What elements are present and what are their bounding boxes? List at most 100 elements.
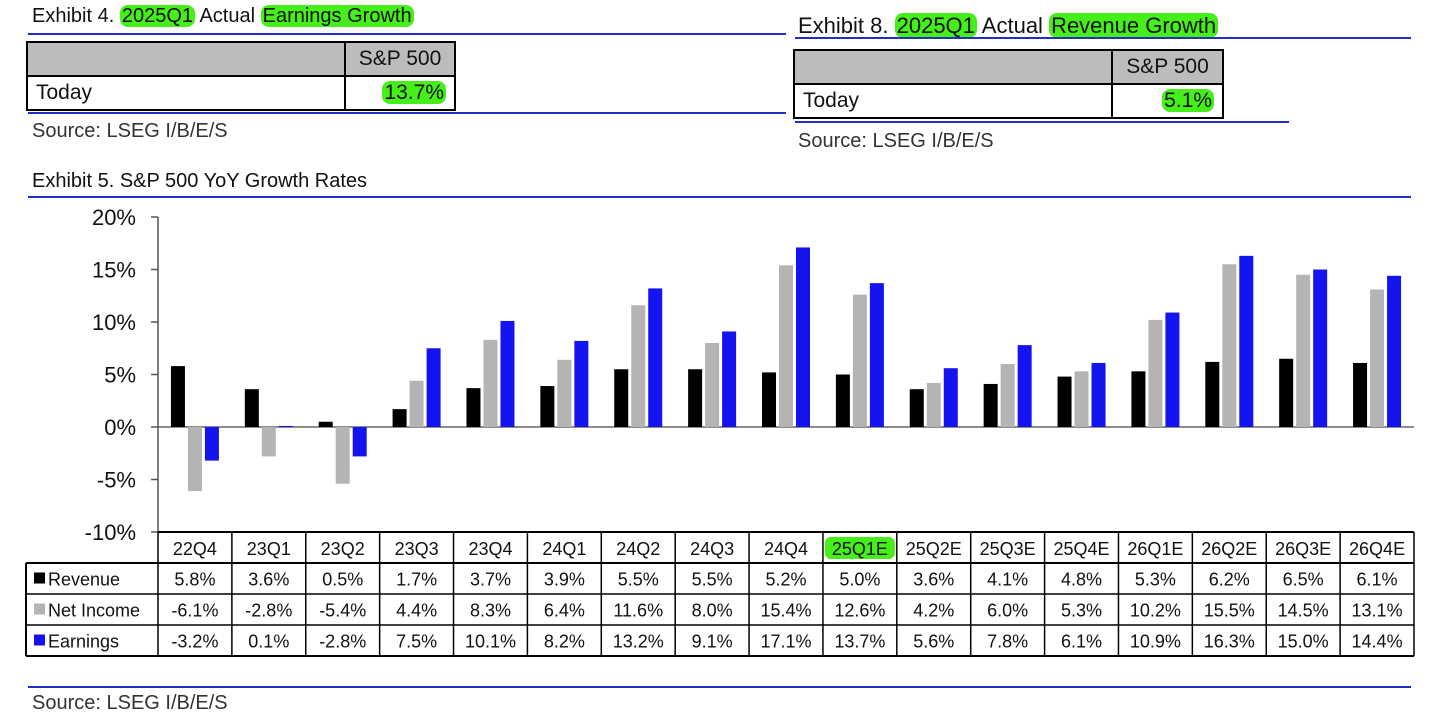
exhibit8-title-prefix: Exhibit 8. (798, 13, 895, 38)
category-label: 22Q4 (173, 539, 217, 559)
bar-earnings-26q2e (1239, 255, 1254, 427)
bar-revenue-23q1 (244, 389, 259, 427)
data-label-revenue: 5.3% (1135, 570, 1176, 590)
bar-revenue-26q1e (1131, 371, 1146, 427)
data-label-earnings: 15.0% (1278, 632, 1329, 652)
data-label-earnings: -2.8% (319, 632, 366, 652)
data-label-revenue: 5.5% (618, 570, 659, 590)
data-label-revenue: 3.6% (913, 570, 954, 590)
bar-revenue-24q1 (540, 386, 555, 427)
exhibit8-source: Source: LSEG I/B/E/S (798, 130, 994, 152)
bar-revenue-22q4 (170, 366, 185, 427)
category-label: 23Q4 (468, 539, 512, 559)
category-label: 24Q2 (616, 539, 660, 559)
legend-swatch-revenue (34, 572, 45, 584)
bar-net-income-26q3e (1296, 274, 1311, 427)
bar-net-income-26q4e (1370, 289, 1385, 427)
bar-net-income-24q4 (779, 265, 793, 427)
exhibit4-header-blank (26, 41, 346, 77)
data-label-net-income: -6.1% (171, 601, 218, 621)
bar-earnings-24q1 (574, 340, 589, 427)
data-label-revenue: 5.5% (692, 570, 733, 590)
bar-revenue-24q3 (688, 369, 703, 427)
bar-revenue-26q2e (1205, 361, 1220, 427)
data-label-revenue: 5.0% (839, 570, 880, 590)
category-label: 23Q1 (247, 539, 291, 559)
exhibit8-column-header: S&P 500 (1111, 49, 1224, 85)
category-label: 25Q1E (832, 539, 888, 559)
y-tick-label: 10% (92, 310, 136, 335)
data-label-earnings: 8.2% (544, 632, 585, 652)
category-label: 24Q1 (542, 539, 586, 559)
bar-net-income-24q2 (631, 305, 646, 427)
bar-revenue-23q3 (392, 409, 407, 427)
exhibit4-source: Source: LSEG I/B/E/S (32, 120, 228, 142)
data-label-revenue: 6.1% (1357, 570, 1398, 590)
exhibit8-value: 5.1% (1111, 83, 1224, 119)
exhibit5-source: Source: LSEG I/B/E/S (32, 692, 228, 714)
exhibit8-row-label: Today (793, 83, 1113, 119)
bar-earnings-22q4 (204, 427, 219, 461)
bar-net-income-23q1 (261, 427, 276, 457)
exhibit4-bottom-rule (28, 112, 786, 114)
y-tick-label: 20% (92, 205, 136, 230)
category-highlight (824, 537, 895, 559)
category-label: 24Q4 (764, 539, 808, 559)
legend-swatch-earnings (34, 634, 45, 646)
data-label-earnings: 10.1% (465, 632, 516, 652)
data-label-earnings: 10.9% (1130, 632, 1181, 652)
exhibit4-value-text: 13.7% (382, 81, 446, 104)
exhibit8-header-blank (793, 49, 1113, 85)
exhibit8-table: S&P 500 Today 5.1% (793, 49, 1224, 119)
category-label: 25Q3E (980, 539, 1036, 559)
bar-earnings-24q4 (796, 247, 810, 427)
bar-revenue-25q3e (983, 383, 998, 427)
y-tick-label: 0% (104, 415, 136, 440)
exhibit8-value-text: 5.1% (1162, 89, 1214, 112)
exhibit4-column-header: S&P 500 (344, 41, 456, 77)
bar-revenue-23q4 (466, 388, 481, 427)
exhibit8-title-highlight-period: 2025Q1 (894, 13, 977, 38)
category-label: 23Q2 (321, 539, 365, 559)
exhibit4-title-highlight-period: 2025Q1 (119, 5, 195, 27)
data-label-earnings: 5.6% (913, 632, 954, 652)
bar-net-income-25q3e (1000, 364, 1015, 427)
data-label-net-income: -5.4% (319, 601, 366, 621)
exhibit4-title-mid: Actual (195, 5, 261, 27)
bar-revenue-25q1e (835, 374, 850, 427)
bar-earnings-25q1e (869, 283, 884, 427)
data-label-net-income: 6.4% (544, 601, 585, 621)
bar-earnings-23q3 (426, 348, 441, 427)
y-tick-label: 5% (104, 363, 136, 388)
data-label-net-income: 10.2% (1130, 601, 1181, 621)
bar-earnings-26q3e (1313, 269, 1328, 427)
exhibit4-title-highlight-metric: Earnings Growth (260, 5, 414, 27)
exhibit8-title-highlight-metric: Revenue Growth (1049, 13, 1219, 38)
data-label-earnings: 6.1% (1061, 632, 1102, 652)
bar-net-income-26q1e (1148, 319, 1163, 427)
data-label-revenue: 0.5% (322, 570, 363, 590)
data-label-revenue: 3.9% (544, 570, 585, 590)
y-tick-label: 15% (92, 258, 136, 283)
data-label-revenue: 5.2% (765, 570, 806, 590)
category-label: 25Q2E (906, 539, 962, 559)
exhibit4-value: 13.7% (344, 75, 456, 111)
data-label-net-income: 4.4% (396, 601, 437, 621)
data-label-earnings: 7.5% (396, 632, 437, 652)
data-label-revenue: 6.5% (1283, 570, 1324, 590)
category-label: 26Q4E (1349, 539, 1405, 559)
category-label: 23Q3 (395, 539, 439, 559)
bar-earnings-25q3e (1017, 345, 1032, 427)
category-label: 24Q3 (690, 539, 734, 559)
bar-revenue-25q4e (1057, 376, 1072, 427)
data-label-revenue: 4.1% (987, 570, 1028, 590)
bar-earnings-25q2e (943, 368, 958, 427)
exhibit5-top-rule (28, 196, 1411, 198)
data-label-revenue: 3.6% (248, 570, 289, 590)
data-label-net-income: 11.6% (613, 601, 663, 621)
legend-swatch-net-income (34, 603, 45, 615)
exhibit8-top-rule (795, 37, 1411, 39)
data-label-net-income: -2.8% (245, 601, 292, 621)
category-label: 25Q4E (1054, 539, 1110, 559)
